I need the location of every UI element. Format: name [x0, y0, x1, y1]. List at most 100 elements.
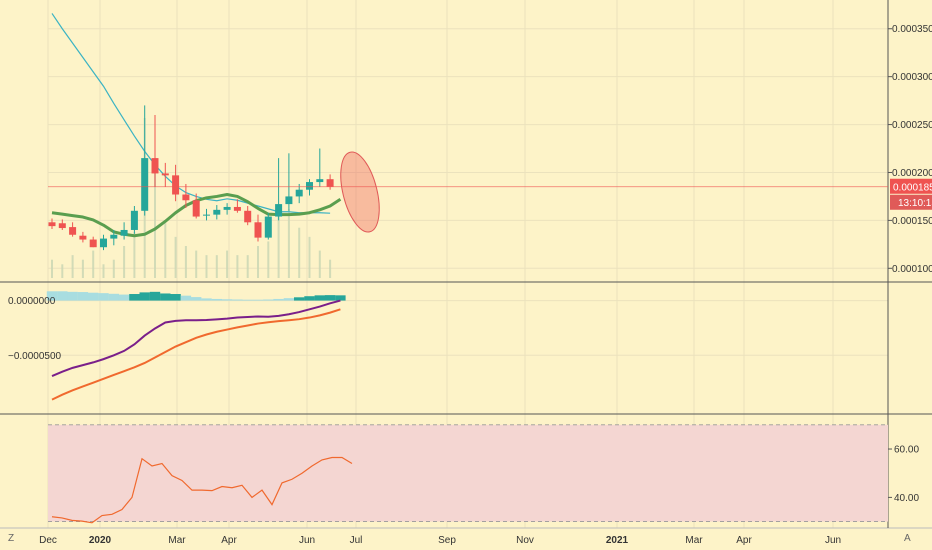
- macd-histogram-bar: [57, 291, 68, 301]
- macd-axis-label: −0.0000500: [8, 351, 62, 362]
- candle-body: [213, 209, 221, 215]
- macd-histogram-bar: [129, 294, 140, 301]
- candle-body: [285, 196, 293, 205]
- macd-histogram-bar: [335, 295, 346, 301]
- volume-bar: [102, 264, 105, 278]
- macd-histogram-bar: [201, 298, 212, 301]
- volume-bar: [123, 246, 126, 278]
- auto-scale-toggle[interactable]: A: [904, 533, 911, 544]
- time-axis-label: Mar: [168, 535, 186, 546]
- macd-histogram-bar: [221, 299, 233, 301]
- volume-bar: [51, 259, 53, 278]
- macd-histogram-bar: [324, 295, 336, 301]
- volume-bar: [277, 204, 280, 278]
- log-scale-toggle[interactable]: Z: [8, 533, 15, 544]
- candle-body: [306, 182, 313, 190]
- candle-body: [130, 210, 138, 230]
- time-axis-label: Apr: [221, 535, 237, 546]
- volume-bar: [92, 250, 95, 278]
- volume-bar: [174, 236, 177, 278]
- volume-bar: [195, 250, 198, 278]
- macd-histogram-bar: [252, 299, 264, 301]
- candle-body: [295, 189, 303, 197]
- macd-axis-label: 0.0000000: [8, 296, 56, 307]
- macd-histogram-bar: [108, 293, 119, 301]
- rsi-band: [48, 424, 888, 522]
- volume-bar: [257, 246, 259, 278]
- candle-body: [264, 216, 272, 238]
- time-axis-label: Nov: [516, 535, 534, 546]
- candle-body: [89, 239, 97, 248]
- candle-body: [48, 222, 56, 227]
- macd-histogram-bar: [139, 292, 150, 301]
- macd-histogram-bar: [211, 298, 222, 301]
- candle-body: [316, 179, 324, 183]
- macd-histogram-bar: [242, 299, 253, 301]
- macd-signal-line: [51, 308, 341, 401]
- macd-histogram-bar: [67, 291, 78, 301]
- volume-bar: [184, 246, 187, 278]
- volume-bar: [205, 255, 208, 278]
- macd-histogram-bar: [170, 294, 181, 301]
- volume-bar: [267, 241, 270, 278]
- macd-histogram-bar: [273, 298, 284, 301]
- macd-histogram-bar: [263, 299, 274, 301]
- volume-bar: [215, 255, 218, 278]
- candle-body: [141, 158, 149, 211]
- volume-bar: [81, 259, 84, 278]
- candle-body: [326, 179, 334, 187]
- candle-body: [69, 227, 77, 235]
- volume-bar: [308, 236, 311, 278]
- candle-body: [58, 223, 66, 229]
- volume-bar: [329, 259, 332, 278]
- volume-bar: [154, 168, 156, 278]
- macd-histogram-bar: [160, 293, 171, 301]
- rsi-axis-label: 40.00: [894, 493, 919, 504]
- macd-histogram-bar: [98, 293, 109, 301]
- candle-body: [254, 222, 262, 238]
- highlight-ellipse-annotation: [340, 151, 380, 233]
- candle-body: [100, 238, 107, 248]
- candle-body: [110, 234, 118, 239]
- time-axis-label: Dec: [39, 535, 57, 546]
- rsi-line: [51, 456, 353, 524]
- candle-body: [120, 229, 128, 236]
- candle-body: [161, 173, 169, 176]
- macd-histogram-bar: [304, 296, 315, 301]
- volume-bar: [112, 259, 115, 278]
- time-axis-label: 2020: [89, 535, 112, 546]
- candle-body: [79, 235, 87, 240]
- time-axis-label: Jun: [825, 535, 841, 546]
- volume-bar: [71, 255, 74, 278]
- macd-histogram-bar: [46, 291, 58, 301]
- volume-bar: [61, 264, 64, 278]
- macd-histogram-bar: [180, 295, 192, 301]
- candle-body: [151, 158, 159, 174]
- volume-bar: [287, 209, 290, 278]
- time-axis-label: Jul: [350, 535, 363, 546]
- time-axis-label: Jun: [299, 535, 315, 546]
- candle-body: [223, 206, 231, 210]
- macd-histogram-bar: [88, 292, 99, 301]
- candle-body: [203, 214, 210, 216]
- volume-bar: [226, 250, 229, 278]
- time-axis-label: 2021: [606, 535, 629, 546]
- macd-histogram-bar: [118, 294, 130, 301]
- macd-histogram-bar: [77, 292, 89, 301]
- candle-body: [244, 210, 252, 223]
- moving-average-fast-line: [51, 13, 331, 214]
- volume-bar: [298, 227, 301, 278]
- macd-line: [51, 299, 341, 378]
- macd-histogram-bar: [232, 299, 243, 301]
- time-axis-label: Mar: [685, 535, 703, 546]
- candle-body: [275, 204, 283, 217]
- macd-histogram-bar: [149, 291, 161, 301]
- volume-bar: [164, 223, 167, 278]
